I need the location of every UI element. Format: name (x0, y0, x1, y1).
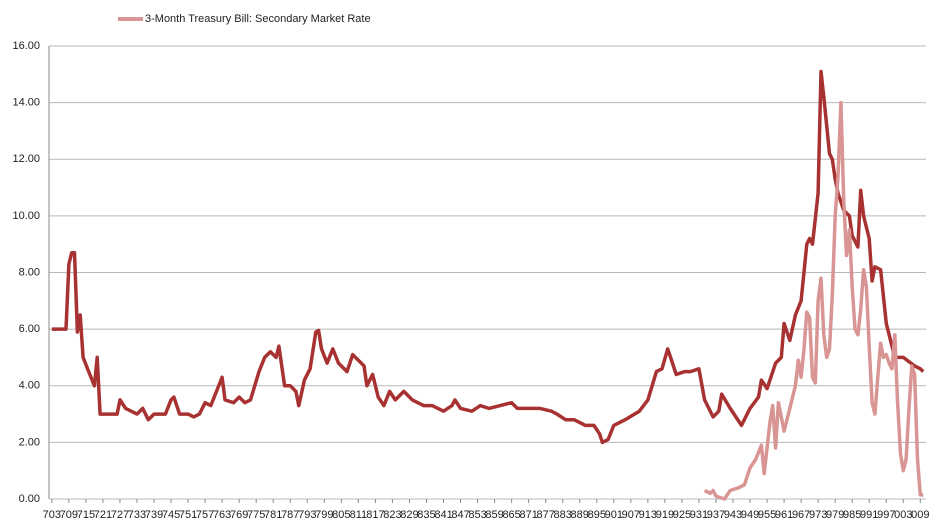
x-tick-label: 985 (843, 509, 861, 521)
x-tick-label: 841 (434, 509, 452, 521)
x-tick-label: 763 (213, 509, 231, 521)
x-tick-label: 907 (622, 509, 640, 521)
legend-label: 3-Month Treasury Bill: Secondary Market … (145, 13, 371, 25)
x-tick-label: 997 (877, 509, 895, 521)
series-line (51, 69, 925, 445)
x-tick-label: 817 (366, 509, 384, 521)
x-tick-label: 739 (145, 509, 163, 521)
x-tick-label: 009 (911, 509, 929, 521)
x-tick-label: 889 (571, 509, 589, 521)
x-tick-label: 775 (247, 509, 265, 521)
x-tick-label: 811 (350, 509, 368, 521)
x-tick-label: 865 (502, 509, 520, 521)
x-tick-label: 931 (690, 509, 708, 521)
x-tick-label: 793 (298, 509, 316, 521)
x-tick-label: 925 (673, 509, 691, 521)
x-tick-label: 733 (128, 509, 146, 521)
x-tick-label: 823 (383, 509, 401, 521)
y-tick-label: 14.00 (12, 97, 40, 109)
x-tick-label: 781 (264, 509, 282, 521)
x-tick-label: 901 (605, 509, 623, 521)
x-tick-label: 757 (196, 509, 214, 521)
x-tick-label: 913 (639, 509, 657, 521)
x-tick-label: 859 (485, 509, 503, 521)
x-tick-label: 787 (281, 509, 299, 521)
x-tick-label: 847 (451, 509, 469, 521)
x-tick-label: 883 (554, 509, 572, 521)
x-tick-label: 721 (94, 509, 112, 521)
x-tick-label: 961 (775, 509, 793, 521)
y-tick-label: 2.00 (19, 436, 40, 448)
x-tick-label: 727 (111, 509, 129, 521)
series-line (703, 100, 924, 501)
x-tick-label: 979 (826, 509, 844, 521)
x-tick-label: 003 (894, 509, 912, 521)
x-tick-label: 955 (758, 509, 776, 521)
x-tick-label: 937 (707, 509, 725, 521)
x-tick-label: 703 (43, 509, 61, 521)
x-tick-label: 877 (537, 509, 555, 521)
x-tick-label: 769 (230, 509, 248, 521)
x-tick-label: 745 (162, 509, 180, 521)
x-tick-label: 751 (179, 509, 197, 521)
y-tick-label: 0.00 (19, 493, 40, 505)
x-tick-label: 835 (417, 509, 435, 521)
x-tick-label: 805 (332, 509, 350, 521)
x-tick-label: 949 (741, 509, 759, 521)
x-tick-label: 943 (724, 509, 742, 521)
y-tick-label: 12.00 (12, 153, 40, 165)
y-tick-label: 4.00 (19, 380, 40, 392)
x-tick-label: 829 (400, 509, 418, 521)
x-tick-label: 895 (588, 509, 606, 521)
x-tick-label: 991 (860, 509, 878, 521)
y-tick-label: 16.00 (12, 40, 40, 52)
y-tick-label: 6.00 (19, 323, 40, 335)
x-tick-label: 967 (792, 509, 810, 521)
x-tick-label: 919 (656, 509, 674, 521)
x-tick-label: 973 (809, 509, 827, 521)
x-tick-label: 715 (77, 509, 95, 521)
y-tick-label: 8.00 (19, 266, 40, 278)
x-tick-label: 871 (519, 509, 537, 521)
y-tick-label: 10.00 (12, 210, 40, 222)
x-tick-label: 799 (315, 509, 333, 521)
x-tick-label: 709 (60, 509, 78, 521)
x-tick-label: 853 (468, 509, 486, 521)
